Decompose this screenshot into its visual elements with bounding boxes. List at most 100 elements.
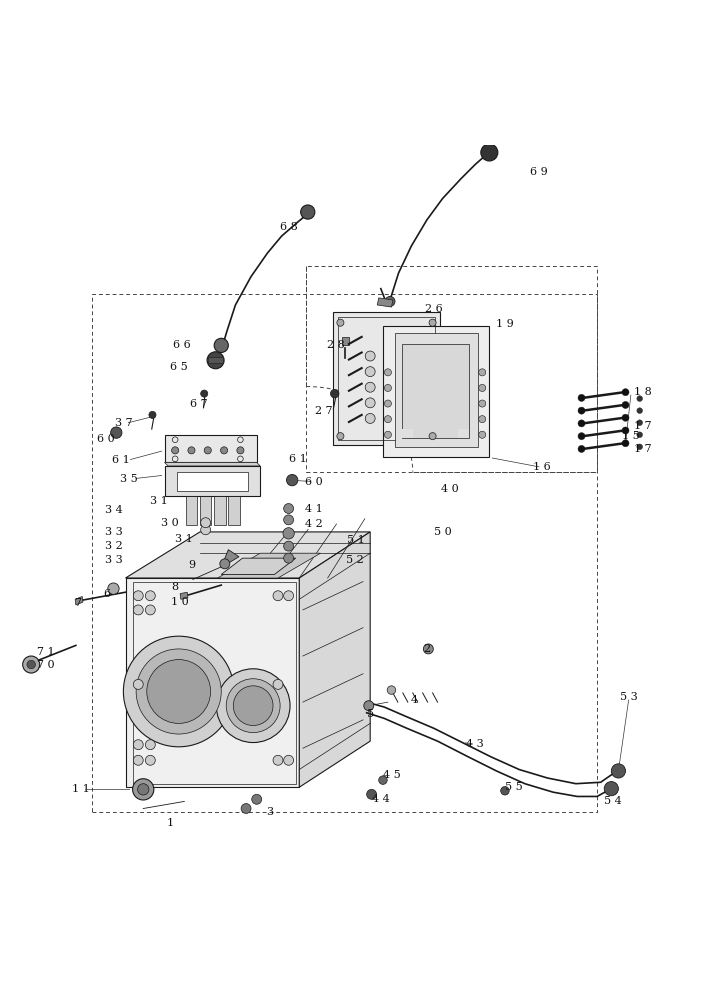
Circle shape xyxy=(286,474,298,486)
Circle shape xyxy=(300,205,315,219)
Text: 4 5: 4 5 xyxy=(382,770,400,780)
Circle shape xyxy=(273,755,283,765)
Circle shape xyxy=(145,755,155,765)
Polygon shape xyxy=(333,312,440,445)
Circle shape xyxy=(145,605,155,615)
Text: 5 2: 5 2 xyxy=(346,555,363,565)
Circle shape xyxy=(429,433,436,440)
Circle shape xyxy=(429,319,436,326)
Polygon shape xyxy=(458,429,469,438)
Circle shape xyxy=(147,660,211,723)
Polygon shape xyxy=(209,357,223,363)
Circle shape xyxy=(384,384,392,391)
Circle shape xyxy=(220,559,230,569)
Text: 6 9: 6 9 xyxy=(530,167,548,177)
Circle shape xyxy=(330,389,339,398)
Text: 4 1: 4 1 xyxy=(305,504,323,514)
Circle shape xyxy=(578,420,585,427)
Circle shape xyxy=(273,679,283,689)
Text: 3 1: 3 1 xyxy=(175,534,193,544)
Circle shape xyxy=(337,433,344,440)
Text: 5 3: 5 3 xyxy=(620,692,638,702)
Circle shape xyxy=(252,794,262,804)
Circle shape xyxy=(237,447,244,454)
Circle shape xyxy=(214,338,229,352)
Text: 3 4: 3 4 xyxy=(105,505,122,515)
Text: 3 0: 3 0 xyxy=(162,518,179,528)
Circle shape xyxy=(201,525,211,535)
Text: 1 5: 1 5 xyxy=(622,431,640,441)
Text: 1 6: 1 6 xyxy=(533,462,550,472)
Circle shape xyxy=(337,319,344,326)
Circle shape xyxy=(132,779,154,800)
Circle shape xyxy=(226,679,280,733)
Circle shape xyxy=(622,427,629,434)
Circle shape xyxy=(478,416,486,423)
Bar xyxy=(186,496,197,525)
Circle shape xyxy=(283,553,293,563)
Circle shape xyxy=(221,447,228,454)
Circle shape xyxy=(133,605,143,615)
Text: 3 3: 3 3 xyxy=(105,555,122,565)
Text: 5 4: 5 4 xyxy=(604,796,622,806)
Circle shape xyxy=(637,432,642,438)
Text: 7: 7 xyxy=(75,598,81,608)
Text: 1 7: 1 7 xyxy=(634,421,652,431)
Circle shape xyxy=(123,636,234,747)
Circle shape xyxy=(478,369,486,376)
Circle shape xyxy=(367,789,377,799)
Text: 4 4: 4 4 xyxy=(372,794,389,804)
Polygon shape xyxy=(177,472,248,491)
Circle shape xyxy=(379,776,387,784)
Text: 6 5: 6 5 xyxy=(170,362,187,372)
Text: 6: 6 xyxy=(103,589,110,599)
Polygon shape xyxy=(164,462,261,466)
Circle shape xyxy=(384,431,392,438)
Circle shape xyxy=(365,382,375,392)
Text: 3 7: 3 7 xyxy=(115,418,132,428)
Circle shape xyxy=(365,367,375,377)
Text: 4 3: 4 3 xyxy=(466,739,484,749)
Circle shape xyxy=(216,669,290,743)
Polygon shape xyxy=(180,592,188,599)
Circle shape xyxy=(201,518,211,528)
Polygon shape xyxy=(221,558,295,574)
Text: 5 0: 5 0 xyxy=(434,527,451,537)
Circle shape xyxy=(172,447,179,454)
Circle shape xyxy=(622,414,629,421)
Circle shape xyxy=(204,447,211,454)
Polygon shape xyxy=(383,326,489,457)
Polygon shape xyxy=(218,553,320,578)
Polygon shape xyxy=(221,550,239,567)
Circle shape xyxy=(283,504,293,513)
Text: 1 0: 1 0 xyxy=(172,597,189,607)
Text: 4 2: 4 2 xyxy=(305,519,323,529)
Circle shape xyxy=(385,296,395,306)
Circle shape xyxy=(23,656,40,673)
Text: 3 2: 3 2 xyxy=(105,541,122,551)
Circle shape xyxy=(578,445,585,452)
Bar xyxy=(200,496,211,525)
Text: 3 5: 3 5 xyxy=(120,474,138,484)
Circle shape xyxy=(145,591,155,601)
Circle shape xyxy=(604,782,619,796)
Circle shape xyxy=(110,427,122,438)
Circle shape xyxy=(207,352,224,369)
Text: 4 0: 4 0 xyxy=(441,484,459,494)
Circle shape xyxy=(578,394,585,401)
Text: 1: 1 xyxy=(167,818,174,828)
Circle shape xyxy=(133,755,143,765)
Polygon shape xyxy=(342,337,349,345)
Circle shape xyxy=(637,396,642,401)
Polygon shape xyxy=(164,466,261,496)
Circle shape xyxy=(283,515,293,525)
Circle shape xyxy=(387,686,396,694)
Text: 4: 4 xyxy=(411,695,418,705)
Circle shape xyxy=(637,420,642,426)
Circle shape xyxy=(622,440,629,447)
Circle shape xyxy=(365,413,375,423)
Bar xyxy=(214,496,226,525)
Text: 6 0: 6 0 xyxy=(98,434,115,444)
Text: 9: 9 xyxy=(188,560,195,570)
Circle shape xyxy=(478,431,486,438)
